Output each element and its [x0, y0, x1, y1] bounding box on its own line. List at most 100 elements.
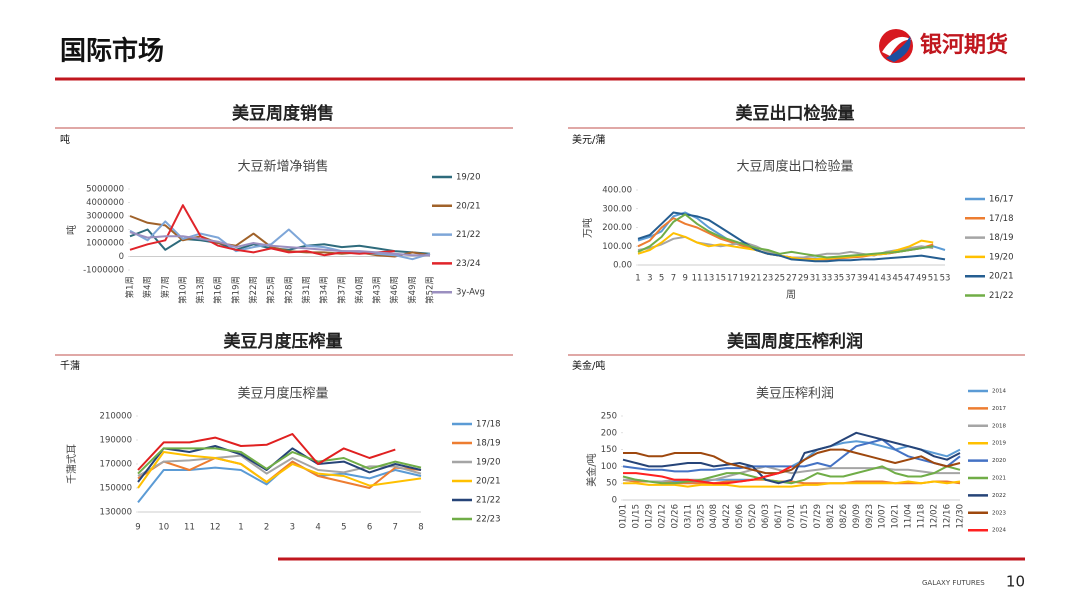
- y-tick-label: 150: [601, 445, 617, 455]
- x-tick-label: 09/09: [852, 504, 862, 529]
- y-tick-label: 300.00: [602, 204, 632, 214]
- y-tick-label: 190000: [100, 436, 132, 446]
- x-tick-label: 10/21: [891, 504, 901, 529]
- legend-label: 21/22: [476, 496, 501, 506]
- x-tick-label: 15: [715, 274, 726, 284]
- y-tick-label: -1000000: [83, 266, 124, 276]
- x-tick-label: 07/15: [800, 504, 810, 529]
- x-tick-label: 35: [833, 274, 844, 284]
- legend-label: 2014: [992, 389, 1006, 395]
- x-tick-label: 第22周: [248, 276, 259, 304]
- y-tick-label: 5000000: [86, 185, 124, 195]
- legend-label: 2018: [992, 423, 1006, 429]
- unit-label: 吨: [60, 133, 70, 146]
- x-tick-label: 12: [210, 523, 221, 533]
- x-tick-label: 39: [857, 274, 868, 284]
- x-tick-label: 06/03: [761, 504, 771, 529]
- x-tick-label: 04/08: [709, 504, 719, 529]
- x-tick-label: 第52周: [425, 276, 436, 304]
- legend-label: 17/18: [989, 214, 1014, 224]
- series-line: [129, 204, 395, 257]
- y-tick-label: 170000: [100, 460, 132, 470]
- x-tick-label: 53: [940, 274, 951, 284]
- legend-label: 22/23: [476, 515, 501, 525]
- legend-label: 20/21: [989, 272, 1014, 282]
- y-axis-label: 吨: [65, 225, 78, 235]
- y-tick-label: 210000: [100, 412, 132, 422]
- x-tick-label: 第40周: [354, 276, 365, 304]
- legend-label: 16/17: [989, 195, 1014, 205]
- section-title: 美豆周度销售: [232, 103, 334, 124]
- y-tick-label: 1000000: [86, 239, 124, 249]
- x-tick-label: 29: [798, 274, 809, 284]
- x-tick-label: 45: [892, 274, 903, 284]
- legend-label: 2021: [992, 476, 1006, 482]
- legend-label: 21/22: [456, 230, 481, 240]
- series-line: [623, 448, 961, 475]
- page-number: 10: [1006, 573, 1025, 591]
- x-tick-label: 01/29: [644, 504, 654, 529]
- series-line: [637, 235, 934, 259]
- x-tick-label: 27: [786, 274, 797, 284]
- x-tick-label: 第19周: [230, 276, 241, 304]
- x-tick-label: 第49周: [407, 276, 418, 304]
- x-tick-label: 第37周: [336, 276, 347, 304]
- chart-title: 大豆新增净销售: [237, 159, 328, 175]
- series-line: [137, 433, 396, 471]
- series-line: [137, 447, 422, 475]
- legend-label: 20/21: [476, 477, 501, 487]
- x-tick-label: 51: [928, 274, 939, 284]
- legend-label: 17/18: [476, 420, 501, 430]
- legend-label: 19/20: [456, 173, 481, 183]
- x-tick-label: 21: [751, 274, 762, 284]
- legend-label: 20/21: [456, 201, 481, 211]
- x-tick-label: 49: [916, 274, 927, 284]
- footer-brand: GALAXY FUTURES: [922, 579, 985, 587]
- series-line: [623, 480, 961, 488]
- x-tick-label: 3: [290, 523, 295, 533]
- x-tick-label: 05/06: [735, 504, 745, 529]
- x-tick-label: 第43周: [372, 276, 383, 304]
- x-tick-label: 11: [692, 274, 703, 284]
- x-tick-label: 07/29: [813, 504, 823, 529]
- legend-label: 21/22: [989, 291, 1014, 301]
- y-tick-label: 250: [601, 412, 617, 422]
- unit-label: 美金/吨: [572, 359, 605, 372]
- x-tick-label: 11/04: [904, 504, 914, 529]
- page-title: 国际市场: [60, 36, 164, 67]
- x-tick-label: 第46周: [389, 276, 400, 304]
- x-tick-label: 07/01: [787, 504, 797, 529]
- legend-label: 18/19: [989, 233, 1014, 243]
- x-tick-label: 第31周: [301, 276, 312, 304]
- x-tick-label: 03/11: [683, 504, 693, 529]
- section-title: 美国周度压榨利润: [727, 331, 863, 352]
- x-tick-label: 7: [393, 523, 398, 533]
- x-tick-label: 1: [238, 523, 243, 533]
- chart-title: 美豆月度压榨量: [237, 386, 328, 402]
- x-tick-label: 3: [647, 274, 652, 284]
- logo-text: 银河期货: [920, 32, 1008, 58]
- legend-label: 3y-Avg: [456, 288, 485, 298]
- x-tick-label: 19: [739, 274, 750, 284]
- y-tick-label: 100.00: [602, 242, 632, 252]
- x-tick-label: 第28周: [283, 276, 294, 304]
- logo-icon: [879, 29, 913, 63]
- legend-label: 2023: [992, 510, 1006, 516]
- x-tick-label: 05/20: [748, 504, 758, 529]
- x-tick-label: 03/25: [696, 504, 706, 529]
- x-tick-label: 第7周: [160, 276, 171, 298]
- y-tick-label: 130000: [100, 508, 132, 518]
- series-line: [637, 211, 946, 263]
- x-tick-label: 08/12: [826, 504, 836, 529]
- x-tick-label: 37: [845, 274, 856, 284]
- x-tick-label: 8: [418, 523, 423, 533]
- x-axis-label: 周: [786, 289, 796, 301]
- y-axis-label: 千蒲式耳: [65, 444, 78, 484]
- x-tick-label: 11/18: [917, 504, 927, 529]
- y-tick-label: 200.00: [602, 223, 632, 233]
- y-axis-label: 美金/吨: [585, 453, 598, 486]
- series-line: [129, 215, 431, 258]
- legend-label: 2019: [992, 441, 1006, 447]
- y-tick-label: 0.00: [613, 261, 632, 271]
- x-tick-label: 6: [367, 523, 372, 533]
